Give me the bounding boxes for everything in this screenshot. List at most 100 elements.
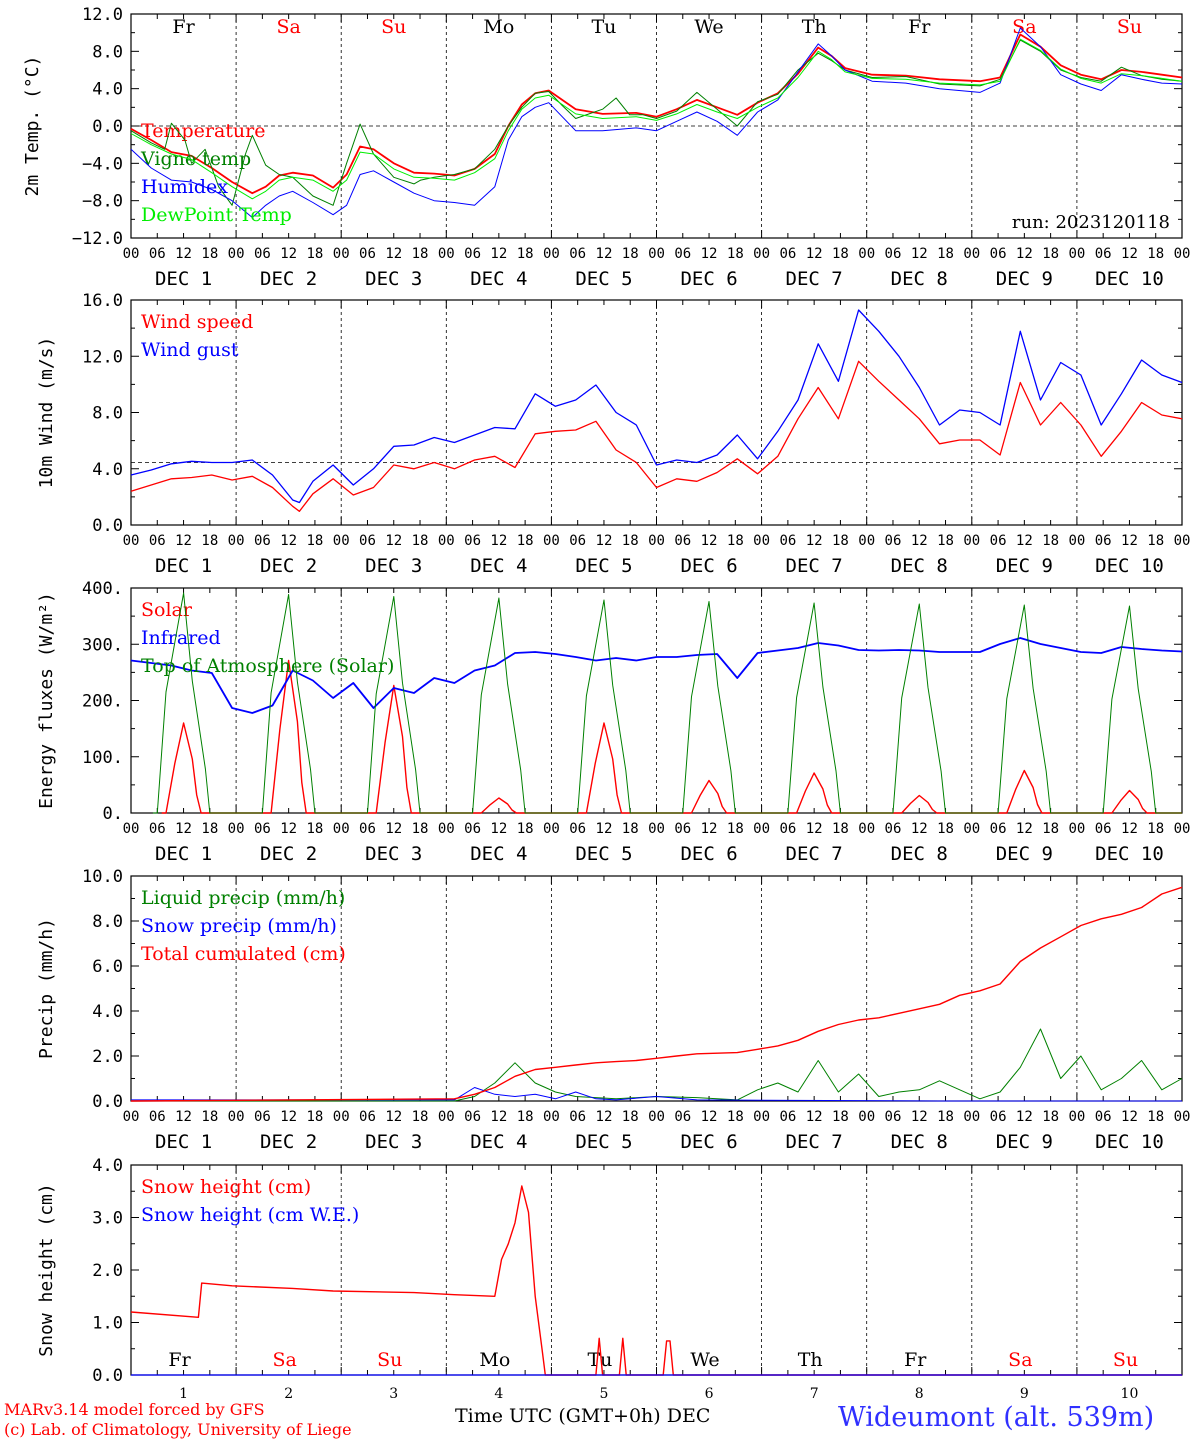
- hour-tick-label: 06: [149, 533, 166, 549]
- hour-tick-label: 18: [622, 533, 639, 549]
- date-label: DEC 9: [996, 555, 1053, 577]
- hour-tick-label: 00: [963, 246, 980, 262]
- hour-tick-label: 18: [832, 1109, 849, 1125]
- date-label: DEC 5: [575, 843, 632, 865]
- y-tick-label: 16.0: [82, 291, 123, 311]
- hour-tick-label: 12: [385, 1109, 402, 1125]
- hour-tick-label: 00: [648, 1109, 665, 1125]
- hour-tick-label: 00: [753, 533, 770, 549]
- weekday-label: Sa: [1012, 16, 1036, 38]
- y-tick-label: 8.0: [92, 42, 123, 62]
- hour-tick-label: 18: [727, 821, 744, 837]
- hour-tick-label: 00: [1068, 246, 1085, 262]
- hour-tick-label: 00: [543, 821, 560, 837]
- date-label: DEC 4: [470, 1131, 527, 1153]
- y-tick-label: 4.0: [92, 460, 123, 480]
- hour-tick-label: 18: [727, 533, 744, 549]
- hour-tick-label: 18: [517, 246, 534, 262]
- hour-tick-label: 06: [1095, 246, 1112, 262]
- date-label: DEC 1: [155, 843, 212, 865]
- hour-tick-label: 18: [832, 821, 849, 837]
- day-number-label: 9: [1020, 1386, 1029, 1402]
- date-label: DEC 6: [680, 555, 737, 577]
- legend-entry: Humidex: [141, 176, 228, 198]
- hour-tick-label: 12: [596, 1109, 613, 1125]
- hour-tick-label: 12: [1016, 1109, 1033, 1125]
- hour-tick-label: 00: [858, 533, 875, 549]
- legend-entry: Total cumulated (cm): [141, 943, 346, 965]
- weekday-label: Fr: [904, 1349, 927, 1371]
- hour-tick-label: 12: [175, 246, 192, 262]
- series-line-snow-precip-mm-h-: [131, 1087, 1182, 1102]
- series-line-vigne-temp: [130, 39, 1183, 206]
- date-label: DEC 10: [1095, 555, 1164, 577]
- hour-tick-label: 06: [359, 246, 376, 262]
- y-axis-label: 2m Temp. (°C): [22, 56, 43, 197]
- hour-tick-label: 06: [254, 533, 271, 549]
- hour-tick-label: 18: [306, 821, 323, 837]
- date-label: DEC 8: [891, 1131, 948, 1153]
- chart-panel-5: 4.0 3.0 2.0 1.0 0.0 Snow height (cm) Fr Sa Su Mo T…: [36, 1156, 1183, 1386]
- y-tick-label: −4.0: [82, 154, 123, 174]
- hour-tick-label: 12: [1016, 533, 1033, 549]
- hour-tick-label: 12: [385, 533, 402, 549]
- date-label: DEC 3: [365, 843, 422, 865]
- date-label: DEC 8: [891, 843, 948, 865]
- weekday-label: Fr: [172, 16, 195, 38]
- hour-tick-label: 06: [359, 533, 376, 549]
- legend-entry: Wind speed: [141, 311, 253, 333]
- hour-tick-label: 06: [464, 246, 481, 262]
- hour-tick-label: 12: [911, 821, 928, 837]
- hour-tick-label: 00: [123, 1109, 140, 1125]
- hour-tick-label: 06: [359, 821, 376, 837]
- date-label: DEC 1: [155, 268, 212, 290]
- hour-tick-label: 00: [333, 533, 350, 549]
- hour-tick-label: 00: [1068, 533, 1085, 549]
- y-tick-label: 6.0: [92, 957, 123, 977]
- y-tick-label: 8.0: [92, 404, 123, 424]
- y-tick-label: 4.0: [92, 1002, 123, 1022]
- date-label: DEC 4: [470, 555, 527, 577]
- hour-tick-label: 18: [937, 246, 954, 262]
- hour-tick-label: 18: [622, 246, 639, 262]
- hour-tick-label: 00: [858, 1109, 875, 1125]
- hour-tick-label: 06: [885, 821, 902, 837]
- day-number-label: 2: [284, 1386, 293, 1402]
- hour-tick-label: 00: [438, 1109, 455, 1125]
- hour-tick-label: 12: [490, 821, 507, 837]
- date-label: DEC 6: [680, 843, 737, 865]
- hour-tick-label: 00: [858, 246, 875, 262]
- hour-tick-label: 06: [359, 1109, 376, 1125]
- legend-entry: Snow precip (mm/h): [141, 915, 337, 937]
- hour-tick-label: 00: [228, 533, 245, 549]
- date-label: DEC 8: [891, 555, 948, 577]
- series-line-temperature: [130, 33, 1183, 195]
- hour-tick-label: 18: [201, 533, 218, 549]
- hour-tick-label: 06: [990, 1109, 1007, 1125]
- hour-tick-label: 12: [701, 533, 718, 549]
- hour-tick-label: 18: [727, 1109, 744, 1125]
- date-label: DEC 4: [470, 268, 527, 290]
- hour-tick-label: 18: [937, 821, 954, 837]
- hour-tick-label: 18: [1042, 246, 1059, 262]
- chart-panel-3: 400. 300. 200. 100. 0. Energy fluxes (W/m²) 00…: [36, 579, 1190, 865]
- legend-entry: Top of Atmosphere (Solar): [141, 655, 394, 677]
- y-tick-label: 0.: [103, 804, 123, 824]
- hour-tick-label: 18: [201, 821, 218, 837]
- hour-tick-label: 12: [490, 1109, 507, 1125]
- day-number-label: 5: [599, 1386, 608, 1402]
- series-line-dewpoint-temp: [130, 38, 1183, 200]
- series-line-solar: [161, 659, 1182, 814]
- series-line-wind-speed: [130, 360, 1183, 512]
- weekday-label: Mo: [483, 16, 514, 38]
- date-label: DEC 1: [155, 555, 212, 577]
- y-tick-label: −12.0: [72, 229, 123, 249]
- legend-entry: Vigne temp: [140, 148, 251, 170]
- hour-tick-label: 12: [1121, 821, 1138, 837]
- hour-tick-label: 06: [674, 533, 691, 549]
- hour-tick-label: 00: [438, 533, 455, 549]
- date-label: DEC 7: [786, 555, 843, 577]
- y-tick-label: 2.0: [92, 1261, 123, 1281]
- hour-tick-label: 00: [963, 533, 980, 549]
